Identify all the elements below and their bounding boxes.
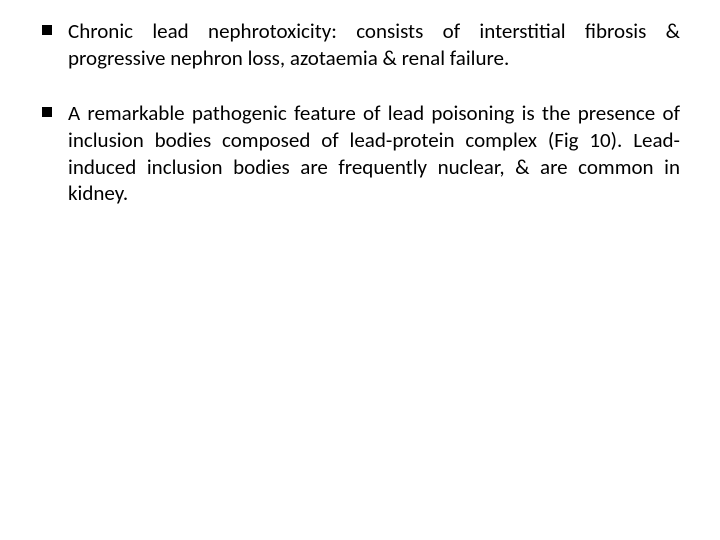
bullet-text: Chronic lead nephrotoxicity: consists of… [68,18,680,71]
list-item: Chronic lead nephrotoxicity: consists of… [40,18,680,72]
bullet-text: A remarkable pathogenic feature of lead … [68,100,680,207]
list-item: A remarkable pathogenic feature of lead … [40,100,680,208]
slide-body: Chronic lead nephrotoxicity: consists of… [0,0,720,540]
bullet-list: Chronic lead nephrotoxicity: consists of… [40,18,680,207]
